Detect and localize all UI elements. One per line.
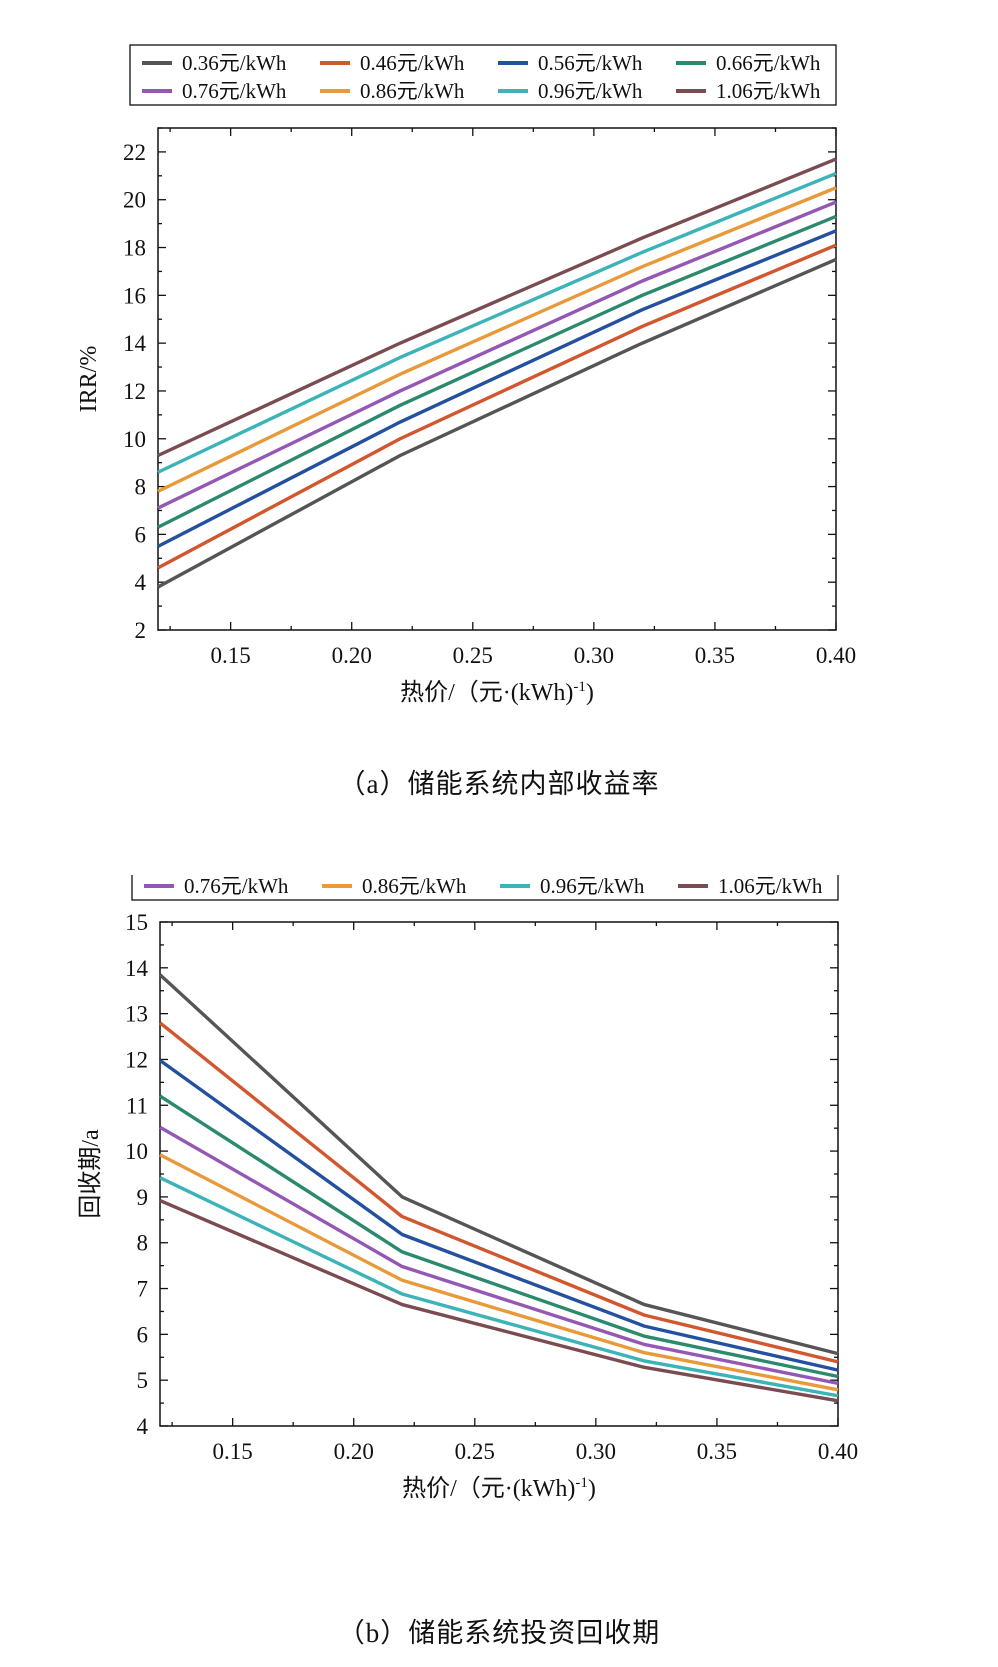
series-line: [157, 200, 837, 510]
y-axis-label: 回收期/a: [77, 1129, 104, 1219]
y-tick-label: 22: [123, 140, 146, 165]
x-tick-label: 0.40: [816, 643, 856, 668]
x-axis-label: 热价/（元·(kWh)-1): [402, 1475, 596, 1502]
y-tick-label: 8: [137, 1231, 149, 1256]
irr-chart: 0.36元/kWh 0.46元/kWh 0.56元/kWh 0.66元/kWh 0.76…: [76, 44, 856, 706]
series-group: [157, 157, 837, 589]
series-line: [159, 1094, 839, 1379]
x-axis-label: 热价/（元·(kWh)-1): [400, 679, 594, 706]
figure-payback: 0.36元/kWh0.46元/kWh0.56元/kWh0.66元/kWh0.76…: [0, 875, 998, 1667]
series-line: [159, 1176, 839, 1398]
x-tick-label: 0.20: [332, 643, 372, 668]
x-tick-label: 0.35: [697, 1439, 737, 1464]
y-tick-label: 6: [137, 1322, 149, 1347]
legend-label: 0.46元/kWh: [360, 51, 465, 75]
legend-box: [131, 875, 839, 901]
y-tick-label: 10: [123, 427, 146, 452]
y-tick-label: 5: [137, 1368, 149, 1393]
legend-label: 0.66元/kWh: [716, 51, 821, 75]
series-line: [157, 157, 837, 458]
x-tick-label: 0.20: [334, 1439, 374, 1464]
legend-label: 0.76元/kWh: [182, 79, 287, 103]
y-tick-label: 7: [137, 1277, 149, 1302]
legend-label: 0.96元/kWh: [540, 875, 645, 898]
x-tick-label: 0.30: [574, 643, 614, 668]
caption-b: （b）储能系统投资回收期: [337, 1618, 661, 1648]
y-tick-label: 4: [135, 570, 147, 595]
legend-label: 0.86元/kWh: [362, 875, 467, 898]
series-line: [158, 1021, 839, 1364]
legend-label: 0.56元/kWh: [538, 51, 643, 75]
series-line: [158, 973, 839, 1356]
x-tick-label: 0.30: [576, 1439, 616, 1464]
x-tick-label: 0.40: [818, 1439, 858, 1464]
x-tick-label: 0.25: [453, 643, 493, 668]
series-line: [159, 1058, 839, 1372]
payback-chart: 0.36元/kWh0.46元/kWh0.56元/kWh0.66元/kWh0.76…: [77, 875, 858, 1502]
legend-label: 0.96元/kWh: [538, 79, 643, 103]
legend-label: 0.76元/kWh: [184, 875, 289, 898]
y-tick-label: 13: [125, 1002, 148, 1027]
y-axis-label: IRR/%: [76, 346, 102, 413]
plot-frame: [159, 921, 839, 1427]
axes: 0.15 0.20 0.25 0.30 0.35 0.40 2 4 6 8 10 12 14 16 18 20…: [76, 127, 856, 706]
y-tick-label: 14: [125, 956, 149, 981]
series-line: [157, 171, 837, 474]
y-tick-label: 12: [123, 379, 146, 404]
legend-label: 1.06元/kWh: [718, 875, 823, 898]
y-tick-label: 20: [123, 188, 146, 213]
series-line: [157, 257, 837, 589]
x-tick-label: 0.25: [455, 1439, 495, 1464]
series-line: [157, 214, 837, 529]
y-tick-label: 9: [137, 1185, 149, 1210]
plot-frame: [157, 127, 837, 631]
legend: 0.36元/kWh0.46元/kWh0.56元/kWh0.66元/kWh0.76…: [131, 875, 839, 901]
y-tick-label: 12: [125, 1047, 148, 1072]
series-line: [157, 186, 837, 493]
x-tick-label: 0.15: [213, 1439, 253, 1464]
series-line: [159, 1199, 839, 1403]
series-line: [159, 1125, 839, 1386]
x-tick-label: 0.35: [695, 643, 735, 668]
legend-label: 1.06元/kWh: [716, 79, 821, 103]
y-tick-label: 18: [123, 236, 146, 261]
figure-irr: 0.36元/kWh 0.46元/kWh 0.56元/kWh 0.66元/kWh 0.76…: [0, 0, 998, 820]
y-tick-label: 8: [135, 475, 147, 500]
caption-a: （a）储能系统内部收益率: [338, 769, 660, 799]
legend-label: 0.86元/kWh: [360, 79, 465, 103]
y-tick-label: 15: [125, 910, 148, 935]
series-line: [159, 1153, 839, 1392]
legend-label: 0.36元/kWh: [182, 51, 287, 75]
legend-box: [129, 44, 837, 106]
y-tick-label: 4: [137, 1414, 149, 1439]
y-tick-label: 2: [135, 618, 147, 643]
series-group: [158, 973, 839, 1403]
series-line: [157, 229, 837, 548]
y-tick-label: 14: [123, 331, 147, 356]
x-tick-label: 0.15: [211, 643, 251, 668]
series-line: [157, 243, 837, 570]
y-tick-label: 11: [126, 1093, 148, 1118]
y-tick-label: 10: [125, 1139, 148, 1164]
axes: 0.15 0.20 0.25 0.30 0.35 0.40 4 5 6 7 8 9 10 11 12 13 14…: [77, 910, 858, 1502]
y-tick-label: 6: [135, 522, 147, 547]
legend: 0.36元/kWh 0.46元/kWh 0.56元/kWh 0.66元/kWh 0.76…: [129, 44, 837, 106]
y-tick-label: 16: [123, 283, 146, 308]
